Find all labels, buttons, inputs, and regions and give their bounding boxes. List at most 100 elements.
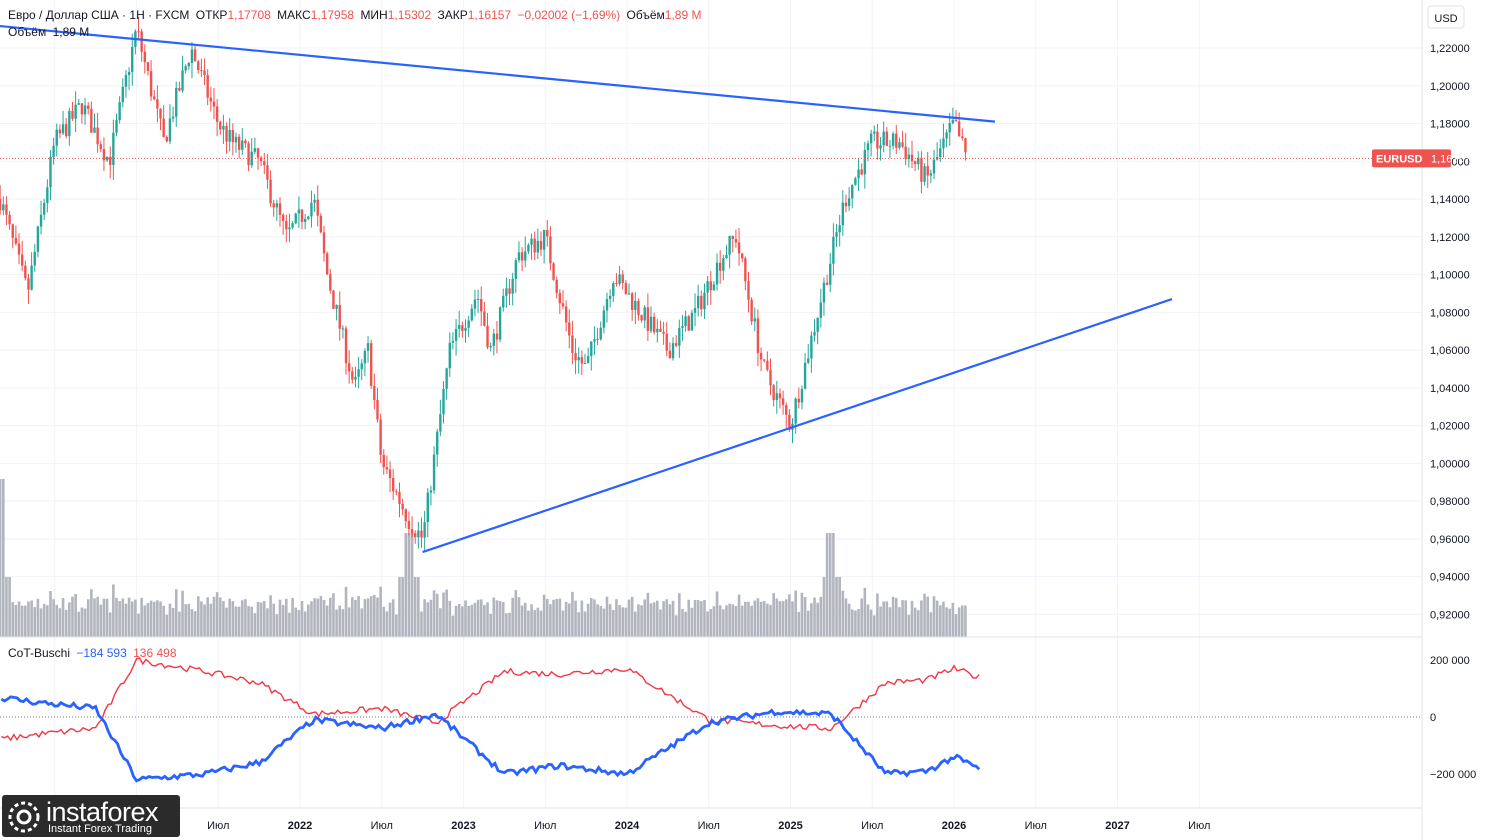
volume-bar [923, 593, 926, 637]
candle-body [36, 226, 40, 252]
candle-body [335, 305, 338, 309]
volume-bar [316, 598, 320, 637]
volume-legend[interactable]: Объём 1,89 M [8, 25, 92, 39]
cot-legend[interactable]: CoT-Buschi −184 593 136 498 [8, 646, 180, 660]
candle-body [58, 129, 62, 134]
candle-body [533, 238, 536, 253]
candle-body [954, 120, 958, 122]
trendlines[interactable] [0, 23, 1173, 554]
candle-body [810, 335, 813, 359]
candle-body [819, 302, 823, 318]
candle-body [627, 293, 631, 295]
instaforex-logo[interactable]: instaforex Instant Forex Trading [2, 795, 180, 837]
candle-body [99, 144, 102, 149]
volume-bar [520, 605, 524, 637]
symbol-title[interactable]: Евро / Доллар США · 1Н · FXCM [8, 8, 190, 22]
candle-body [593, 339, 596, 342]
volume-bar [140, 597, 143, 637]
candle-body [454, 328, 458, 341]
candle-body [901, 142, 904, 147]
volume-bar [791, 601, 794, 637]
volume-bar [577, 612, 581, 637]
volume-bar [498, 600, 502, 637]
price-tick-label: 0,92000 [1430, 609, 1470, 621]
volume-bar [715, 591, 719, 637]
candle-body [5, 204, 8, 215]
time-axis[interactable]: Июл2021Июл2022Июл2023Июл2024Июл2025Июл20… [44, 820, 1211, 832]
volume-bar [347, 607, 351, 637]
price-axis[interactable]: 1,220001,200001,180001,160001,140001,120… [1430, 43, 1470, 621]
candle-body [146, 62, 150, 72]
cot-other-line [1, 657, 980, 742]
volume-bar [643, 599, 647, 637]
volume-bar [413, 577, 417, 637]
candle-body [932, 159, 936, 174]
volume-bar [203, 604, 206, 637]
candle-body [825, 282, 829, 285]
volume-bar [964, 605, 967, 637]
candle-body [363, 350, 367, 364]
candle-body [325, 253, 329, 275]
candle-body [759, 352, 763, 360]
volume-bar [0, 479, 2, 637]
volume-bar [615, 599, 618, 637]
volume-bar [772, 593, 775, 637]
volume-bar [898, 607, 901, 637]
candle-body [945, 132, 948, 139]
candle-body [775, 393, 778, 400]
candle-body [241, 140, 244, 150]
volume-bar [24, 605, 27, 637]
volume-bar [593, 599, 596, 637]
candle-body [77, 103, 80, 105]
candle-body [379, 419, 382, 455]
volume-bar [885, 601, 889, 637]
volume-bar [495, 600, 499, 637]
candle-body [20, 254, 24, 266]
candle-body [27, 278, 30, 290]
volume-bar [725, 605, 728, 637]
candle-body [649, 316, 653, 331]
volume-bar [262, 601, 266, 637]
volume-bar [756, 598, 760, 637]
candle-body [366, 343, 370, 351]
candle-body [137, 31, 140, 33]
symbol-legend[interactable]: Евро / Доллар США · 1Н · FXCM ОТКР1,1770… [8, 8, 704, 22]
volume-bar [253, 613, 257, 637]
cot-title[interactable]: CoT-Buschi [8, 646, 71, 660]
candle-body [80, 103, 84, 115]
volume-bar [681, 609, 684, 637]
volume-bar [649, 603, 653, 637]
candle-body [816, 317, 819, 332]
volume-bar [891, 596, 895, 637]
volume-bar [479, 599, 483, 637]
candle-body [920, 157, 923, 182]
open-label: ОТКР [195, 8, 228, 22]
volume-bar [196, 596, 200, 637]
volume-bar [659, 609, 662, 637]
candle-body [74, 104, 77, 119]
candle-body [656, 328, 659, 333]
candle-body [678, 328, 681, 346]
candle-body [288, 227, 291, 230]
candle-body [42, 203, 46, 215]
candle-body [203, 70, 206, 76]
volume-bar [313, 598, 316, 637]
logo-name: instaforex [46, 797, 159, 827]
volume-bar [212, 596, 216, 637]
volume-bar [879, 606, 882, 637]
candle-body [750, 299, 753, 322]
cot-tick-label: 0 [1430, 712, 1436, 724]
volume-bar [83, 608, 87, 637]
trendline-support[interactable] [422, 298, 1173, 554]
volume-bar [904, 600, 908, 637]
volume-bar [637, 604, 640, 637]
candle-body [888, 145, 892, 147]
volume-bar [218, 597, 222, 637]
currency-label[interactable]: USD [1427, 5, 1465, 29]
volume-bar [124, 603, 128, 637]
volume-bar [586, 603, 590, 637]
trendline-resistance[interactable] [0, 23, 995, 123]
logo-tagline: Instant Forex Trading [48, 823, 152, 835]
cot-axis[interactable]: 200 000 0 −200 000 [1430, 655, 1476, 781]
